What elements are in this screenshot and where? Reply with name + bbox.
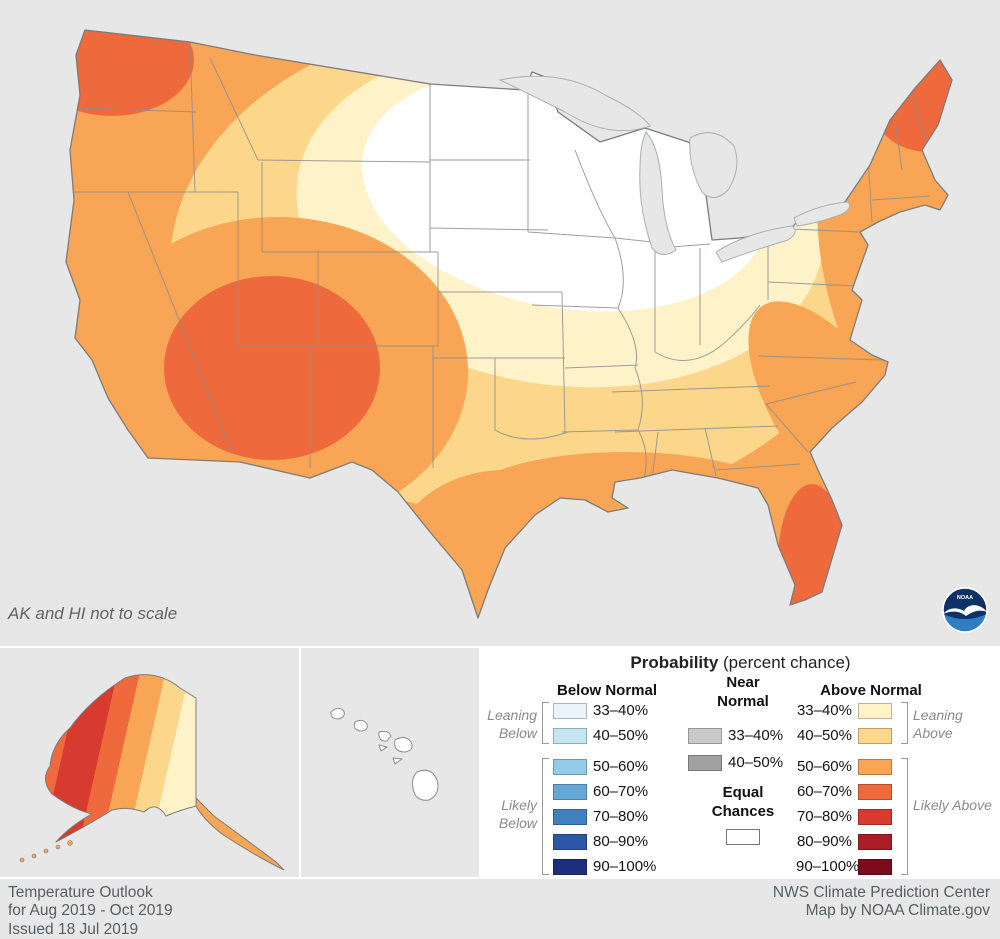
noaa-logo-text: NOAA	[957, 595, 973, 601]
color-swatch	[553, 727, 587, 744]
footer-period: for Aug 2019 - Oct 2019	[8, 902, 173, 920]
color-swatch	[858, 808, 892, 825]
equal-chances-label: Equal Chances	[711, 784, 775, 820]
range-label: 40–50%	[796, 727, 852, 744]
hawaii-islands	[330, 707, 439, 801]
legend-row: 90–100%	[796, 858, 892, 875]
footer-credit: Map by NOAA Climate.gov	[805, 902, 990, 920]
legend-row: 80–90%	[553, 833, 648, 850]
range-label: 90–100%	[593, 858, 657, 875]
legend-row: 40–50%	[796, 727, 892, 744]
footer-issued: Issued 18 Jul 2019	[8, 920, 139, 938]
color-swatch	[553, 758, 587, 775]
footer-right: NWS Climate Prediction Center Map by NOA…	[773, 884, 990, 938]
legend-row: 80–90%	[796, 833, 892, 850]
alaska-inset-map	[0, 648, 299, 877]
conus-map-svg	[65, 29, 953, 619]
range-label: 33–40%	[796, 702, 852, 719]
alaska-svg	[19, 674, 285, 871]
footer-source: NWS Climate Prediction Center	[772, 884, 990, 901]
range-label: 60–70%	[593, 783, 649, 800]
legend-row: 33–40%	[688, 727, 783, 744]
hawaii-inset-map	[301, 648, 479, 877]
legend-row: 60–70%	[553, 783, 648, 800]
leaning-above-bracket	[901, 702, 908, 744]
scale-note: AK and HI not to scale	[8, 604, 178, 623]
above-normal-header: Above Normal	[820, 682, 922, 699]
range-label: 50–60%	[593, 758, 649, 775]
equal-chances-swatch	[726, 829, 760, 845]
legend-row: 60–70%	[796, 783, 892, 800]
great-lakes	[498, 75, 851, 263]
color-swatch	[553, 783, 587, 800]
likely-above-bracket	[901, 758, 908, 875]
range-label: 70–80%	[593, 808, 649, 825]
lake-erie	[715, 225, 796, 263]
legend-row: 50–60%	[553, 758, 648, 775]
conus-temperature-map	[65, 29, 953, 619]
color-swatch	[858, 702, 892, 719]
range-label: 40–50%	[728, 754, 784, 771]
color-swatch	[688, 727, 722, 744]
leaning-below-label: Leaning Below	[487, 707, 537, 742]
range-label: 80–90%	[593, 833, 649, 850]
footer-title: Temperature Outlook	[8, 884, 153, 901]
color-swatch	[553, 808, 587, 825]
legend-row: 33–40%	[796, 702, 892, 719]
lake-huron	[689, 132, 738, 198]
range-label: 33–40%	[593, 702, 649, 719]
color-swatch	[553, 858, 587, 875]
likely-below-bracket	[542, 758, 549, 875]
noaa-logo-svg: NOAA	[942, 587, 988, 633]
likely-above-label: Likely Above	[913, 797, 992, 813]
range-label: 90–100%	[796, 858, 860, 875]
legend-row: 70–80%	[553, 808, 648, 825]
color-swatch	[553, 833, 587, 850]
us-outline	[65, 29, 953, 619]
legend-row: 33–40%	[553, 702, 648, 719]
legend-title-rest: (percent chance)	[718, 653, 851, 672]
likely-below-label: Likely Below	[498, 797, 537, 832]
aleutian-islands	[19, 840, 73, 863]
range-label: 33–40%	[728, 727, 784, 744]
alaska-mainland	[45, 674, 197, 843]
lake-ontario	[793, 201, 851, 227]
range-label: 70–80%	[796, 808, 852, 825]
color-swatch	[858, 833, 892, 850]
color-swatch	[858, 858, 892, 875]
legend-row: 70–80%	[796, 808, 892, 825]
range-label: 60–70%	[796, 783, 852, 800]
legend-row: 50–60%	[796, 758, 892, 775]
probability-legend: Probability (percent chance) Below Norma…	[481, 648, 1000, 877]
footer-left: Temperature Outlook for Aug 2019 - Oct 2…	[8, 884, 173, 938]
range-label: 80–90%	[796, 833, 852, 850]
leaning-above-label: Leaning Above	[913, 707, 963, 742]
legend-row: 90–100%	[553, 858, 656, 875]
near-normal-header: Near Normal	[717, 674, 769, 710]
legend-row: 40–50%	[553, 727, 648, 744]
legend-title: Probability (percent chance)	[481, 653, 1000, 673]
below-normal-header: Below Normal	[556, 682, 658, 699]
bottom-panels: Probability (percent chance) Below Norma…	[0, 646, 1000, 879]
color-swatch	[688, 754, 722, 771]
hawaii-svg	[330, 707, 439, 801]
noaa-logo: NOAA	[941, 586, 989, 634]
leaning-below-bracket	[542, 702, 549, 744]
range-label: 40–50%	[593, 727, 649, 744]
footer: Temperature Outlook for Aug 2019 - Oct 2…	[0, 879, 1000, 938]
lake-superior	[498, 75, 651, 132]
range-label: 50–60%	[796, 758, 852, 775]
color-swatch	[858, 783, 892, 800]
color-swatch	[553, 702, 587, 719]
alaska-panhandle	[195, 796, 285, 871]
color-swatch	[858, 727, 892, 744]
color-swatch	[858, 758, 892, 775]
legend-title-bold: Probability	[630, 653, 719, 672]
lake-michigan	[639, 131, 677, 255]
state-borders	[72, 41, 931, 486]
noaa-bird-icon	[943, 605, 987, 616]
probability-shading	[66, 30, 952, 618]
legend-row: 40–50%	[688, 754, 783, 771]
